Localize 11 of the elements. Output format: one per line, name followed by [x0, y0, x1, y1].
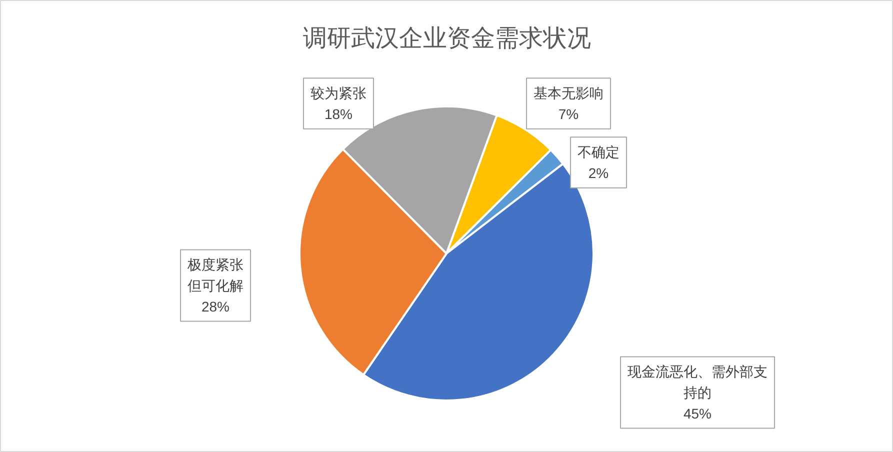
slice-label: 不确定	[578, 144, 620, 160]
data-label: 2%	[588, 164, 609, 181]
data-label: 45%	[683, 405, 712, 422]
chart-title: 调研武汉企业资金需求状况	[303, 25, 591, 52]
slice-label: 基本无影响	[534, 85, 604, 102]
data-label: 7%	[558, 106, 579, 122]
slice-label: 现金流恶化、需外部支持的	[628, 364, 768, 400]
data-label: 18%	[324, 106, 353, 122]
slice-label: 极度紧张但可化解	[186, 256, 244, 294]
data-label: 28%	[201, 298, 230, 314]
slice-label: 较为紧张	[310, 85, 366, 102]
